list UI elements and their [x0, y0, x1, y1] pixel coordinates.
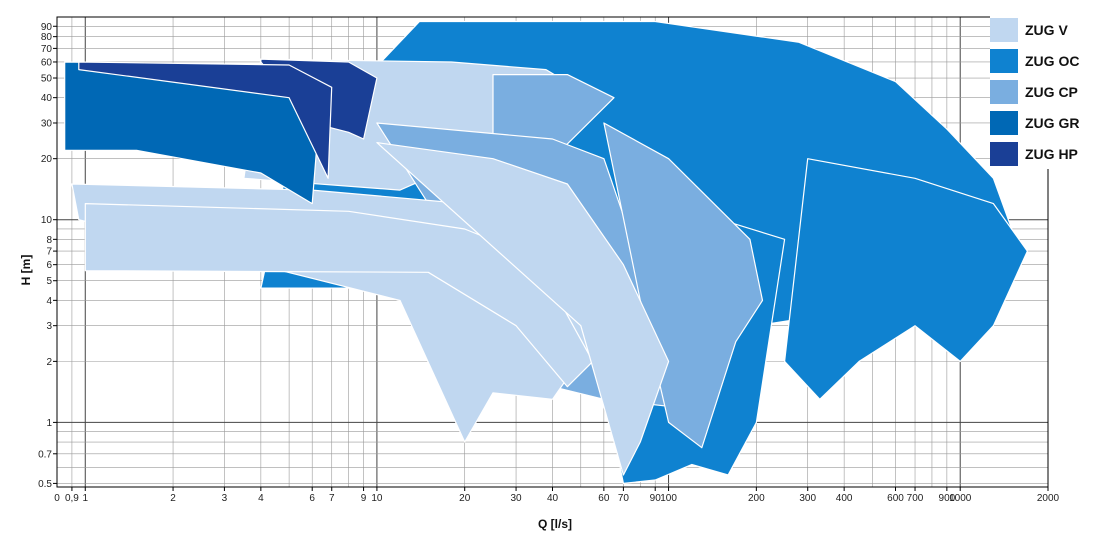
y-tick-label: 20 — [41, 154, 53, 165]
y-tick-label: 80 — [41, 32, 53, 43]
y-axis-label: H [m] — [19, 255, 33, 286]
y-tick-label: 5 — [46, 276, 52, 287]
region-layer — [64, 20, 1029, 484]
legend-swatch — [990, 79, 1018, 104]
x-tick-label: 60 — [598, 493, 610, 504]
region-zug-v — [84, 203, 594, 388]
y-tick-label: 4 — [46, 296, 52, 307]
legend-label: ZUG GR — [1025, 114, 1080, 131]
x-tick-label: 7 — [329, 493, 335, 504]
legend-label: ZUG HP — [1025, 145, 1078, 162]
x-tick-label: 300 — [799, 493, 816, 504]
y-tick-label: 30 — [41, 118, 53, 129]
y-tick-label: 40 — [41, 93, 53, 104]
x-tick-label: 6 — [309, 493, 315, 504]
x-tick-label: 1 — [82, 493, 88, 504]
legend-item-zug-v: ZUG V — [990, 14, 1106, 45]
y-tick-label: 7 — [46, 247, 52, 258]
region-zug-oc — [783, 158, 1029, 400]
y-tick-label: 3 — [46, 321, 52, 332]
y-tick-label: 1 — [46, 418, 52, 429]
x-tick-label: 100 — [660, 493, 677, 504]
x-tick-label: 200 — [748, 493, 765, 504]
y-tick-label: 2 — [46, 357, 52, 368]
legend-label: ZUG OC — [1025, 52, 1080, 69]
x-tick-label: 4 — [258, 493, 264, 504]
x-tick-label: 3 — [222, 493, 228, 504]
x-tick-label: 900 — [939, 493, 956, 504]
y-tick-label: 10 — [41, 215, 53, 226]
legend-label: ZUG CP — [1025, 83, 1078, 100]
legend-swatch — [990, 141, 1018, 166]
legend-swatch — [990, 110, 1018, 135]
y-tick-label: 0.7 — [38, 449, 52, 460]
tick-layer: 0 0,9 1 2 3 4 6 7 9 10 20 30 40 60 70 90 100 200 300 400 600… — [38, 22, 1059, 504]
legend-item-zug-cp: ZUG CP — [990, 76, 1106, 107]
x-tick-label: 400 — [836, 493, 853, 504]
x-tick-label: 30 — [510, 493, 522, 504]
x-axis-label: Q [l/s] — [538, 517, 572, 531]
x-tick-label: 10 — [371, 493, 383, 504]
y-tick-label: 60 — [41, 57, 53, 68]
y-tick-label: 90 — [41, 22, 53, 33]
y-tick-label: 70 — [41, 44, 53, 55]
x-tick-label: 90 — [650, 493, 662, 504]
region-zug-hp — [78, 61, 333, 179]
legend-item-zug-gr: ZUG GR — [990, 107, 1106, 138]
legend-item-zug-hp: ZUG HP — [990, 138, 1106, 169]
y-tick-label: 8 — [46, 235, 52, 246]
region-zug-v — [376, 142, 670, 476]
y-tick-label: 6 — [46, 260, 52, 271]
x-tick-label: 700 — [907, 493, 924, 504]
y-tick-label: 0.5 — [38, 479, 52, 490]
x-tick-label: 70 — [618, 493, 630, 504]
x-tick-label: 0,9 — [65, 493, 79, 504]
x-tick-label: 1000 — [949, 493, 972, 504]
x-tick-label: 0 — [54, 493, 60, 504]
x-tick-label: 20 — [459, 493, 471, 504]
legend-label: ZUG V — [1025, 21, 1068, 38]
x-tick-label: 2 — [170, 493, 176, 504]
x-tick-label: 600 — [887, 493, 904, 504]
legend-swatch — [990, 17, 1018, 42]
x-tick-label: 9 — [361, 493, 367, 504]
x-tick-label: 40 — [547, 493, 559, 504]
x-tick-label: 2000 — [1037, 493, 1060, 504]
legend: ZUG V ZUG OC ZUG CP ZUG GR ZUG HP — [990, 14, 1106, 169]
legend-item-zug-oc: ZUG OC — [990, 45, 1106, 76]
y-tick-label: 50 — [41, 74, 53, 85]
legend-swatch — [990, 48, 1018, 73]
